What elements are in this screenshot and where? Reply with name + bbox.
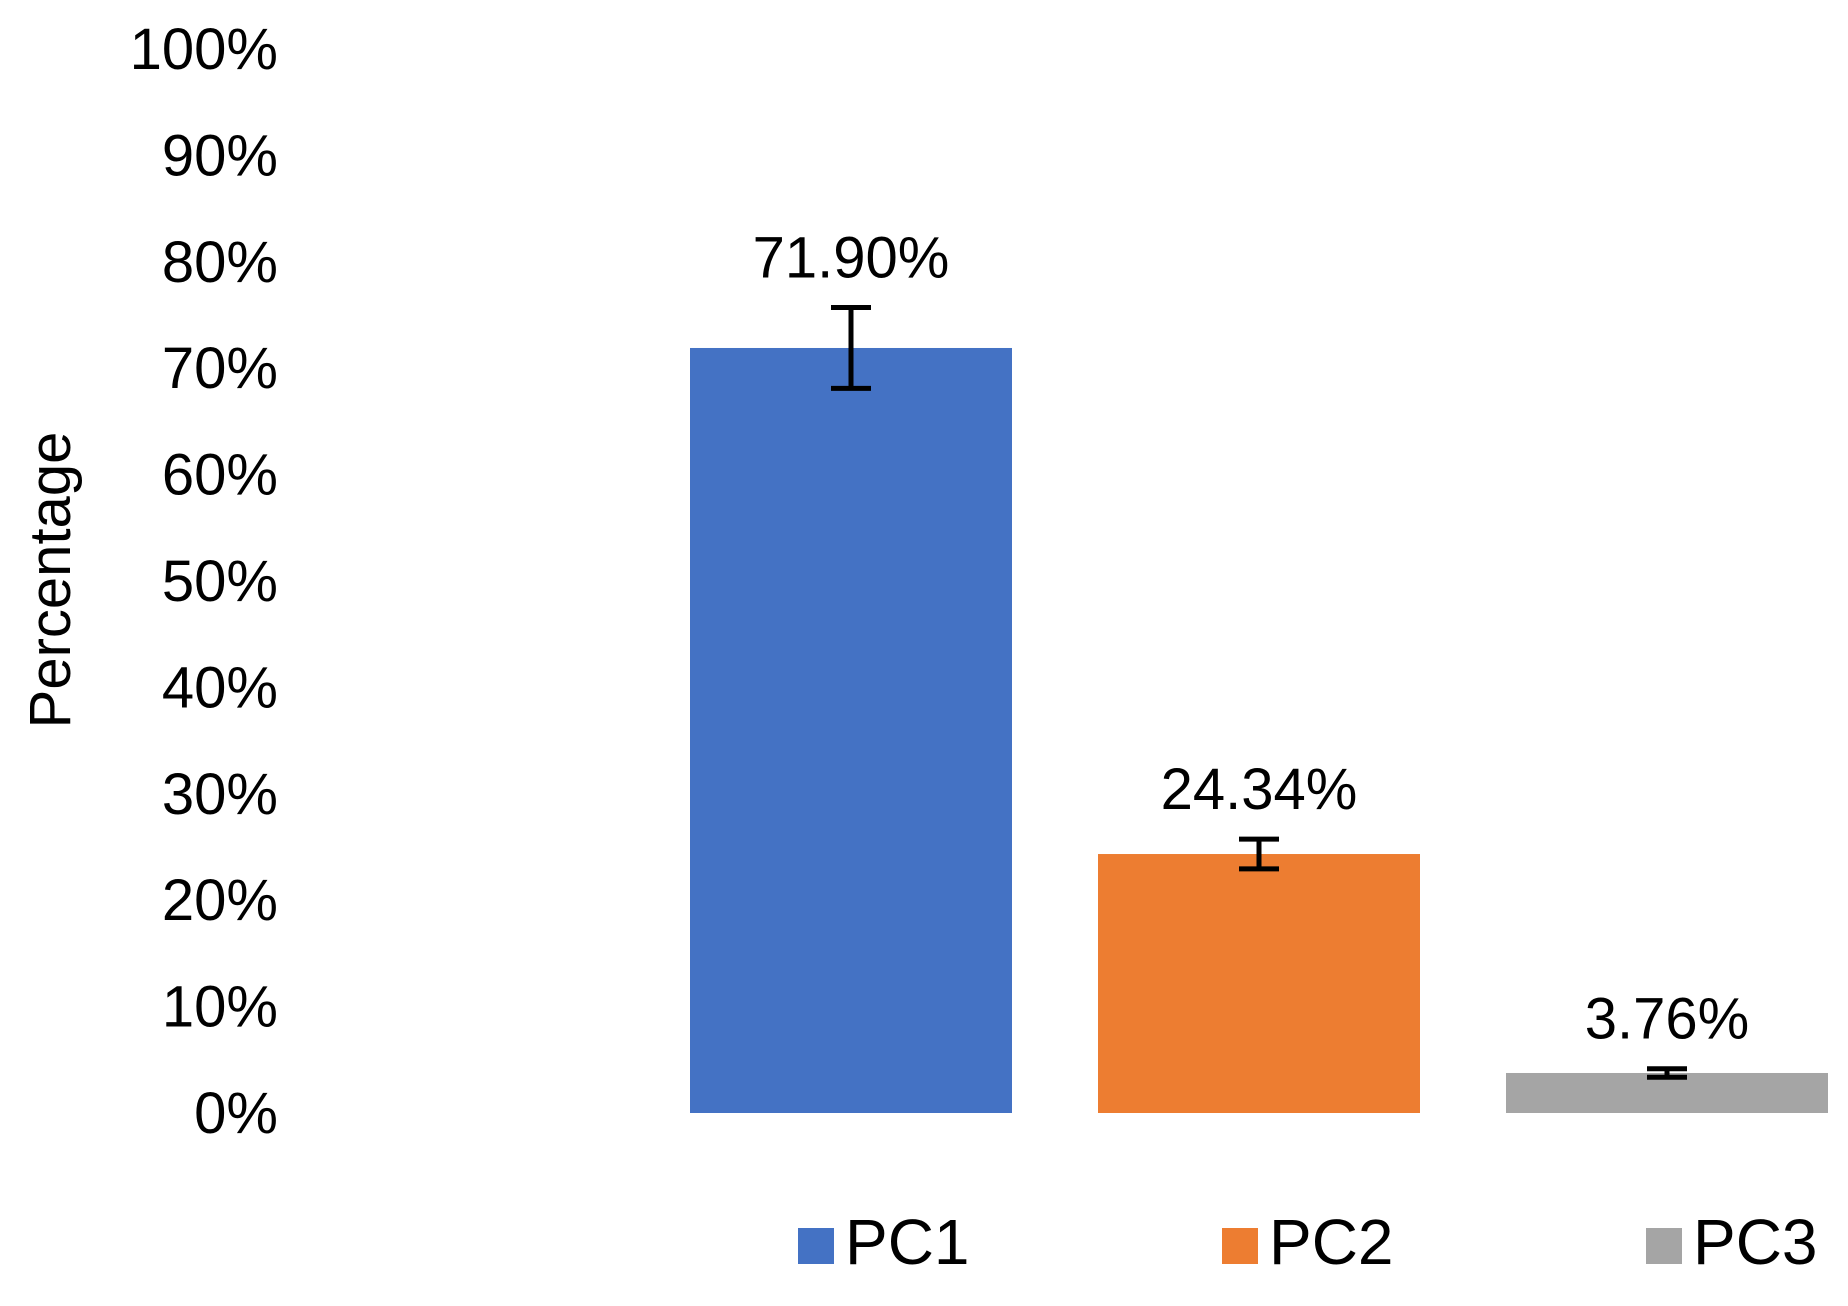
y-tick-label: 20% — [162, 868, 278, 933]
data-labels: 71.90% 24.34% 3.76% — [753, 226, 1750, 1052]
y-tick-label: 60% — [162, 443, 278, 508]
legend-label: PC1 — [845, 1206, 970, 1278]
y-tick-label: 50% — [162, 549, 278, 614]
legend-swatch — [1646, 1228, 1682, 1264]
bar-pc2 — [1098, 854, 1420, 1113]
bars — [690, 347, 1828, 1113]
legend-swatch — [1222, 1228, 1258, 1264]
y-tick-label: 100% — [130, 17, 278, 82]
legend-item-pc2: PC2 — [1222, 1206, 1394, 1278]
legend-label: PC2 — [1269, 1206, 1394, 1278]
y-axis-title: Percentage — [18, 432, 83, 729]
y-tick-label: 10% — [162, 975, 278, 1040]
data-label: 71.90% — [753, 226, 950, 291]
legend-label: PC3 — [1693, 1206, 1818, 1278]
legend-swatch — [798, 1228, 834, 1264]
data-label: 3.76% — [1585, 987, 1749, 1052]
data-label: 24.34% — [1161, 757, 1358, 822]
y-axis: 0% 10% 20% 30% 40% 50% 60% 70% 80% 90% 100% — [130, 17, 278, 1146]
y-tick-label: 70% — [162, 336, 278, 401]
error-bar — [1647, 1066, 1687, 1080]
bar-pc1 — [690, 347, 1012, 1113]
legend-item-pc3: PC3 — [1646, 1206, 1818, 1278]
y-tick-label: 80% — [162, 230, 278, 295]
y-tick-label: 0% — [194, 1081, 278, 1146]
legend: PC1 PC2 PC3 — [798, 1206, 1818, 1278]
y-tick-label: 40% — [162, 655, 278, 720]
y-tick-label: 90% — [162, 123, 278, 188]
error-bars — [831, 305, 1687, 1080]
error-bar — [831, 305, 871, 391]
legend-item-pc1: PC1 — [798, 1206, 970, 1278]
y-tick-label: 30% — [162, 762, 278, 827]
error-bar — [1239, 836, 1279, 872]
